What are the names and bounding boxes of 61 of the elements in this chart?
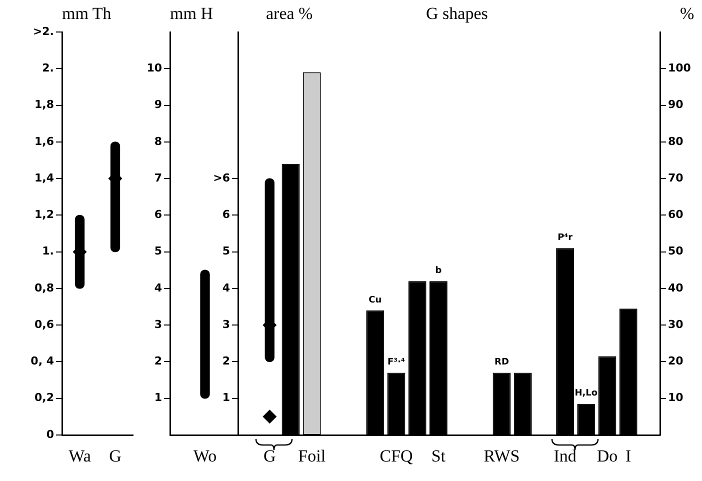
y-tick-label: 6 bbox=[154, 208, 162, 222]
y-tick-label: 3 bbox=[222, 318, 230, 331]
x-tick-label: RWS bbox=[484, 446, 520, 466]
x-tick-label: CFQ bbox=[380, 446, 413, 466]
y-tick-label: 0,6 bbox=[34, 318, 54, 331]
y2-tick-label: 100 bbox=[668, 61, 692, 74]
y-tick-label: 2 bbox=[222, 354, 230, 368]
y-tick-label: 1 bbox=[222, 391, 230, 404]
y-tick-label: 2. bbox=[42, 61, 54, 74]
y-axis-title: mm Th bbox=[62, 4, 112, 24]
x-tick-label: G bbox=[264, 446, 276, 466]
y-tick-label: 3 bbox=[154, 318, 162, 331]
y-tick-label: 1. bbox=[42, 244, 54, 258]
y-tick-label: 10 bbox=[146, 61, 162, 74]
x-tick-label: Wo bbox=[193, 446, 217, 466]
y-tick-label: 5 bbox=[154, 244, 162, 258]
data-label: Cu bbox=[368, 295, 382, 306]
y-tick-label: 1,2 bbox=[34, 208, 54, 222]
data-label: RD bbox=[494, 358, 509, 368]
y2-tick-label: 80 bbox=[668, 134, 684, 148]
y2-tick-label: 90 bbox=[668, 98, 684, 112]
y-tick-label: 4 bbox=[222, 281, 230, 294]
y-tick-label: 8 bbox=[154, 134, 162, 148]
x-tick-label: Wa bbox=[68, 446, 92, 466]
data-label: P⁴r bbox=[558, 233, 574, 243]
y2-tick-label: 40 bbox=[668, 281, 684, 294]
x-tick-label: St bbox=[431, 446, 446, 466]
y2-tick-label: 50 bbox=[668, 244, 684, 258]
y-tick-label: 1,6 bbox=[34, 134, 54, 148]
y-tick-label: 1 bbox=[154, 391, 162, 404]
x-tick-label: I bbox=[626, 446, 632, 466]
y2-tick-label: 70 bbox=[668, 171, 684, 184]
y-tick-label: 0, 4 bbox=[30, 354, 54, 368]
y-tick-label: 2 bbox=[154, 354, 162, 368]
y2-tick-label: 10 bbox=[668, 391, 684, 404]
y2-tick-label: 30 bbox=[668, 318, 684, 331]
y-axis-title: mm H bbox=[170, 4, 213, 24]
y-tick-label: 1,8 bbox=[34, 98, 54, 112]
y-tick-label: 9 bbox=[154, 98, 162, 112]
x-tick-label: Foil bbox=[298, 446, 326, 466]
y-tick-label: 7 bbox=[154, 171, 162, 184]
data-label: H,Lo bbox=[574, 388, 598, 399]
y-tick-label: 0,8 bbox=[34, 281, 54, 294]
y2-axis-title: % bbox=[680, 4, 694, 24]
x-tick-label: Ind bbox=[554, 446, 577, 466]
y-tick-label: >2. bbox=[32, 24, 54, 38]
chart-title: G shapes bbox=[426, 4, 488, 24]
data-label: F³·⁴ bbox=[388, 358, 406, 368]
data-label: b bbox=[435, 266, 442, 276]
y-tick-label: 6 bbox=[222, 208, 230, 222]
y-tick-label: 5 bbox=[222, 244, 230, 258]
y-tick-label: 0 bbox=[46, 428, 54, 441]
x-tick-label: G bbox=[109, 446, 122, 466]
y-tick-label: 1,4 bbox=[34, 171, 54, 184]
y-tick-label: 0,2 bbox=[34, 391, 54, 404]
y2-tick-label: 60 bbox=[668, 208, 684, 222]
y-axis-title: area % bbox=[266, 4, 313, 24]
y-tick-label: >6 bbox=[213, 171, 230, 184]
y-tick-label: 4 bbox=[154, 281, 162, 294]
y2-tick-label: 20 bbox=[668, 354, 684, 368]
x-tick-label: Do bbox=[596, 446, 618, 466]
